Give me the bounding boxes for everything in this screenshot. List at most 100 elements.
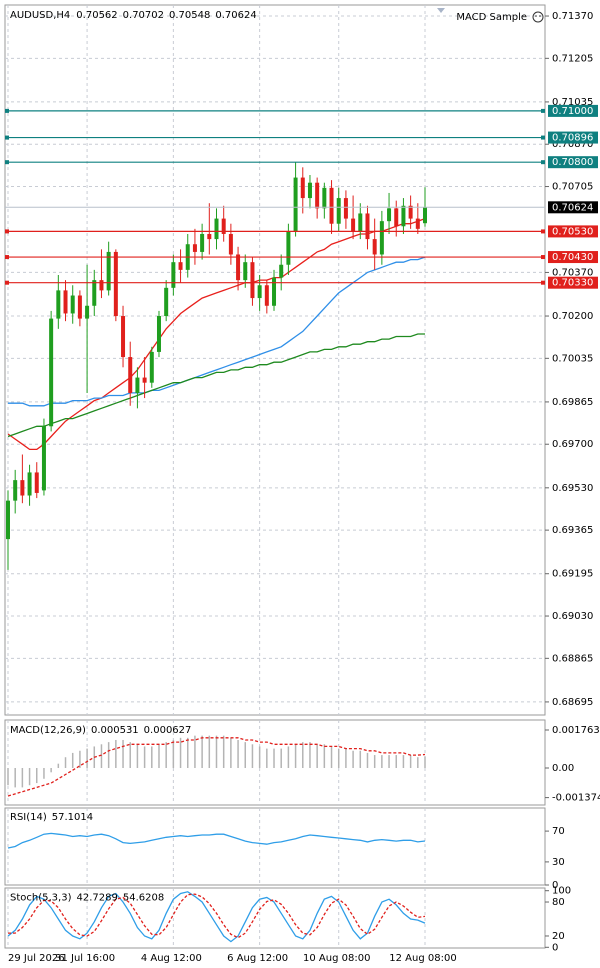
candle-body [99,280,104,291]
candle-body [13,480,18,501]
expert-icon-eye [535,15,537,17]
candle-body [387,208,392,222]
indicator-line [7,737,426,797]
candle-body [279,264,284,278]
y-tick-label: 0.68865 [552,653,593,664]
candle-body [92,280,97,306]
y-tick-label: 0.70705 [552,182,593,193]
candle-body [351,218,356,232]
indicator-value: 42.7289 [76,893,117,904]
indicator-title: RSI(14) 57.1014 [10,812,93,823]
level-label: 0.70800 [552,157,593,168]
y-tick-label: 20 [552,931,565,942]
candle-body [192,244,197,252]
candle-body [423,207,427,224]
level-end [5,108,9,113]
level-label-box [548,276,598,289]
close: 0.70624 [215,10,256,21]
y-tick-label: -0.001374 [552,793,600,804]
y-tick-label: 0.70370 [552,267,593,278]
y-tick-label: 0.70035 [552,353,593,364]
high: 0.70702 [123,10,164,21]
y-tick-label: 0.71370 [552,11,593,22]
main-panel [4,4,546,716]
candle-body [149,351,154,383]
level-label: 0.70330 [552,278,593,289]
candle-body [106,251,111,291]
y-tick-label: 0.69195 [552,569,593,580]
candle-body [322,187,327,209]
candle-body [121,316,126,358]
candle-body [70,295,75,314]
y-tick-label: 0.001763 [552,725,600,736]
candle-body [394,208,399,227]
x-tick-label: 12 Aug 08:00 [389,953,456,964]
indicator-name: Stoch(5,3,3) [10,893,72,904]
candle-body [221,218,226,234]
candle-body [286,231,291,265]
y-tick-label: 0 [552,942,558,953]
level-label-box [548,251,598,264]
indicator-title: MACD(12,26,9) 0.000531 0.000627 [10,725,191,736]
candle-body [20,480,25,496]
candle-body [243,262,248,281]
candle-body [293,177,298,232]
candle-body [164,287,169,317]
open: 0.70562 [76,10,117,21]
candle-body [300,177,305,199]
candle-body [27,472,32,496]
candle-body [307,182,312,199]
candle-body [358,213,363,232]
indicator-name: MACD(12,26,9) [10,725,86,736]
y-tick-label: 0.70200 [552,311,593,322]
level-label: 0.71000 [552,106,593,117]
y-tick-label: 0.71205 [552,53,593,64]
candle-body [34,472,39,493]
y-tick-label: 0.69365 [552,525,593,536]
level-end [541,229,545,234]
y-tick-label: 0.00 [552,763,574,774]
low: 0.70548 [169,10,210,21]
candle-body [372,239,377,255]
candle-body [365,213,370,240]
level-label-box [548,131,598,144]
candle-body [142,377,147,383]
y-tick-label: 0.68695 [552,697,593,708]
candle-body [178,262,183,270]
y-tick-label: 0.71035 [552,97,593,108]
chart-header: AUDUSD,H4 0.70562 0.70702 0.70548 0.70624 [10,10,257,21]
candle-body [156,316,161,352]
indicator-line [8,256,426,407]
candle-body [49,318,54,427]
y-tick-label: 80 [552,897,565,908]
level-end [5,160,9,165]
y-tick-label: 0.69530 [552,483,593,494]
candle-body [207,233,212,240]
price-label: 0.70624 [552,202,593,213]
level-end [541,280,545,285]
indicator-line [8,893,426,939]
stoch-panel [4,887,546,949]
y-tick-label: 30 [552,857,565,868]
candle-body [171,262,176,288]
level-end [5,255,9,260]
expert-name: MACD Sample [456,12,527,23]
shift-marker [437,8,445,13]
x-tick-label: 6 Aug 12:00 [227,953,288,964]
indicator-line [7,217,426,451]
candle-body [257,285,262,299]
x-tick-label: 10 Aug 08:00 [303,953,370,964]
x-tick-label: 31 Jul 16:00 [55,953,115,964]
y-tick-label: 0.69700 [552,439,593,450]
candle-body [77,295,82,319]
candle-body [408,205,413,219]
level-end [541,108,545,113]
level-label-box [548,104,598,117]
candle-body [250,262,255,299]
rsi-panel [4,807,546,886]
candle-body [236,254,241,281]
level-label: 0.70896 [552,133,593,144]
level-end [541,255,545,260]
